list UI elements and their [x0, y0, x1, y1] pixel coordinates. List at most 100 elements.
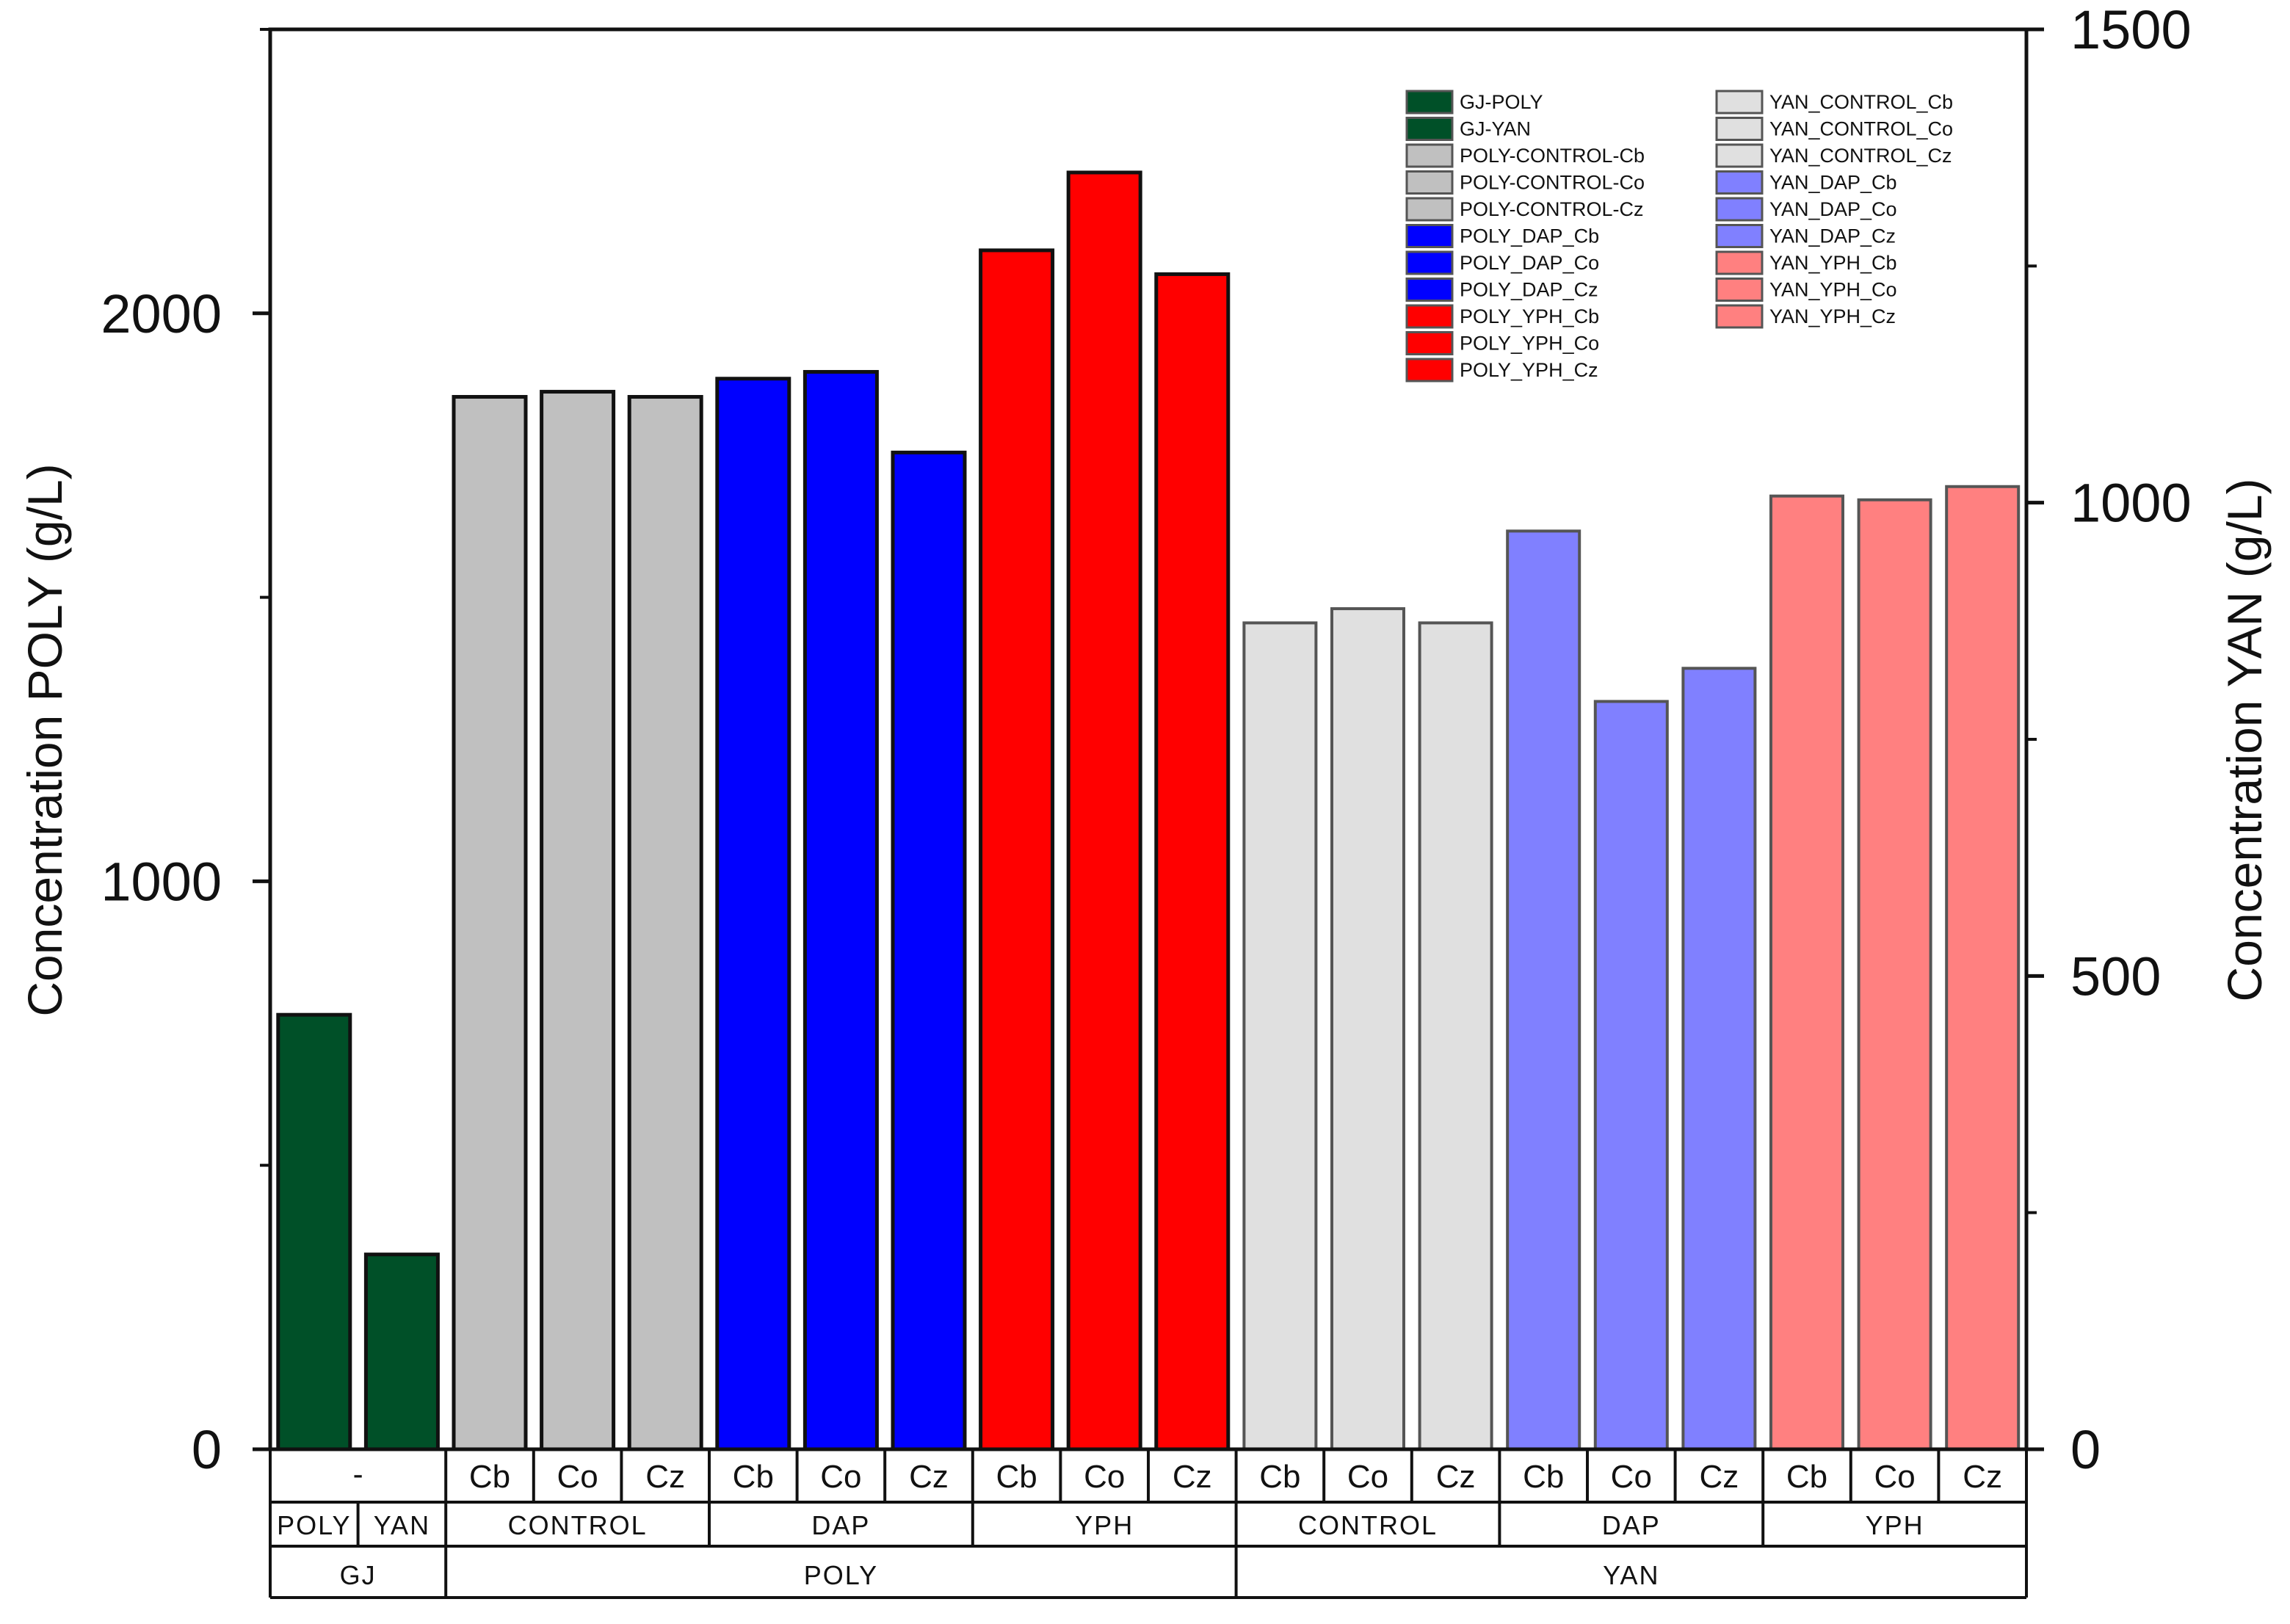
- legend-swatch: [1715, 170, 1764, 195]
- supergroup-label: GJ: [340, 1560, 377, 1590]
- legend-label: YAN_YPH_Cz: [1769, 305, 1896, 327]
- legend-swatch: [1405, 224, 1454, 248]
- legend-swatch: [1405, 278, 1454, 302]
- legend-swatch: [1715, 197, 1764, 222]
- category-label: Cz: [1700, 1459, 1739, 1495]
- legend: GJ-POLY GJ-YAN POLY-CONTROL-Cb POLY-CONTROL…: [1405, 90, 1953, 383]
- bar-yan-control-cz: [1418, 621, 1493, 1451]
- bars-layer: [276, 170, 2021, 1451]
- legend-swatch: [1715, 304, 1764, 329]
- category-label: Cz: [645, 1459, 685, 1495]
- legend-label: POLY_DAP_Cz: [1460, 279, 1598, 301]
- legend-swatch: [1405, 143, 1454, 168]
- legend-swatch: [1405, 250, 1454, 275]
- group-label: CONTROL: [508, 1510, 648, 1540]
- group-label: YPH: [1866, 1510, 1924, 1540]
- legend-swatch: [1715, 143, 1764, 168]
- bar-yan-control-co: [1330, 607, 1405, 1451]
- legend-label: GJ-POLY: [1460, 91, 1543, 113]
- bar-poly-control-cb: [452, 395, 528, 1451]
- legend-label: POLY_YPH_Cz: [1460, 359, 1598, 381]
- category-label: Cz: [909, 1459, 949, 1495]
- group-label: YAN: [374, 1510, 430, 1540]
- bar-poly-dap-co: [802, 369, 879, 1451]
- right-tick-label: 0: [2070, 1419, 2101, 1480]
- legend-label: YAN_CONTROL_Co: [1769, 118, 1953, 140]
- left-tick-label: 0: [192, 1419, 222, 1480]
- legend-label: YAN_DAP_Cz: [1769, 225, 1896, 247]
- legend-label: YAN_DAP_Cb: [1769, 172, 1897, 194]
- legend-label: POLY_YPH_Co: [1460, 333, 1599, 355]
- legend-swatch: [1715, 224, 1764, 248]
- right-axis-title: Concentration YAN (g/L): [2217, 479, 2272, 1002]
- category-label: Cb: [733, 1459, 774, 1495]
- category-label: Cz: [1173, 1459, 1212, 1495]
- bar-poly-dap-cb: [715, 377, 791, 1451]
- legend-swatch: [1405, 90, 1454, 115]
- group-label: DAP: [811, 1510, 870, 1540]
- bar-poly-dap-cz: [891, 450, 967, 1451]
- left-axis-title: Concentration POLY (g/L): [18, 463, 72, 1016]
- left-tick-label: 1000: [101, 851, 222, 912]
- category-label: Cb: [469, 1459, 510, 1495]
- bar-yan-yph-cb: [1769, 494, 1844, 1451]
- legend-swatch: [1405, 304, 1454, 329]
- category-label: Co: [820, 1459, 861, 1495]
- supergroup-label: POLY: [804, 1560, 878, 1590]
- bar-gj-poly: [276, 1012, 352, 1451]
- bar-gj-yan: [363, 1253, 440, 1451]
- legend-label: YAN_YPH_Co: [1769, 279, 1897, 301]
- category-label: Cb: [1786, 1459, 1827, 1495]
- legend-label: POLY-CONTROL-Cz: [1460, 198, 1644, 220]
- bar-poly-control-co: [540, 390, 616, 1451]
- bar-yan-dap-co: [1593, 700, 1669, 1451]
- group-label: YPH: [1075, 1510, 1134, 1540]
- bar-yan-dap-cb: [1506, 529, 1581, 1451]
- bar-yan-yph-cz: [1945, 485, 2021, 1451]
- category-label: Cb: [996, 1459, 1037, 1495]
- category-label: Co: [1611, 1459, 1652, 1495]
- category-label: Cz: [1963, 1459, 2002, 1495]
- category-label: Co: [1347, 1459, 1388, 1495]
- bar-poly-control-cz: [627, 395, 703, 1451]
- group-label: POLY: [277, 1510, 351, 1540]
- right-tick-label: 1500: [2070, 0, 2192, 60]
- legend-label: YAN_YPH_Cb: [1769, 252, 1897, 274]
- legend-swatch: [1405, 117, 1454, 141]
- legend-label: YAN_CONTROL_Cz: [1769, 145, 1952, 167]
- category-label: Co: [557, 1459, 598, 1495]
- legend-label: POLY_DAP_Cb: [1460, 225, 1599, 247]
- category-label: Cb: [1259, 1459, 1300, 1495]
- category-label: Co: [1874, 1459, 1915, 1495]
- legend-swatch: [1405, 197, 1454, 222]
- legend-swatch: [1715, 250, 1764, 275]
- right-tick-label: 1000: [2070, 473, 2192, 534]
- bar-yan-dap-cz: [1681, 667, 1757, 1451]
- legend-swatch: [1715, 90, 1764, 115]
- group-label: CONTROL: [1298, 1510, 1438, 1540]
- group-label: DAP: [1602, 1510, 1661, 1540]
- legend-label: POLY-CONTROL-Co: [1460, 172, 1645, 194]
- bar-yan-control-cb: [1242, 621, 1318, 1451]
- legend-swatch: [1405, 331, 1454, 355]
- legend-swatch: [1715, 278, 1764, 302]
- category-label: Cb: [1523, 1459, 1564, 1495]
- legend-label: POLY_DAP_Co: [1460, 252, 1599, 274]
- legend-label: POLY_YPH_Cb: [1460, 305, 1599, 327]
- supergroup-label: YAN: [1603, 1560, 1659, 1590]
- legend-label: POLY-CONTROL-Cb: [1460, 145, 1645, 167]
- left-tick-label: 2000: [101, 283, 222, 344]
- legend-label: YAN_DAP_Co: [1769, 198, 1897, 220]
- category-label: Cz: [1436, 1459, 1476, 1495]
- right-tick-label: 500: [2070, 946, 2161, 1007]
- bar-poly-yph-cb: [979, 248, 1055, 1451]
- category-label: -: [353, 1457, 363, 1491]
- category-label: Co: [1084, 1459, 1125, 1495]
- legend-label: GJ-YAN: [1460, 118, 1531, 140]
- bar-poly-yph-co: [1066, 170, 1142, 1451]
- legend-swatch: [1405, 170, 1454, 195]
- legend-label: YAN_CONTROL_Cb: [1769, 91, 1953, 113]
- category-table: - Cb Co Cz Cb Co Cz Cb Co Cz Cb Co Cz Cb Co Cz Cb Co Cz POL…: [269, 1449, 2028, 1599]
- legend-swatch: [1405, 358, 1454, 383]
